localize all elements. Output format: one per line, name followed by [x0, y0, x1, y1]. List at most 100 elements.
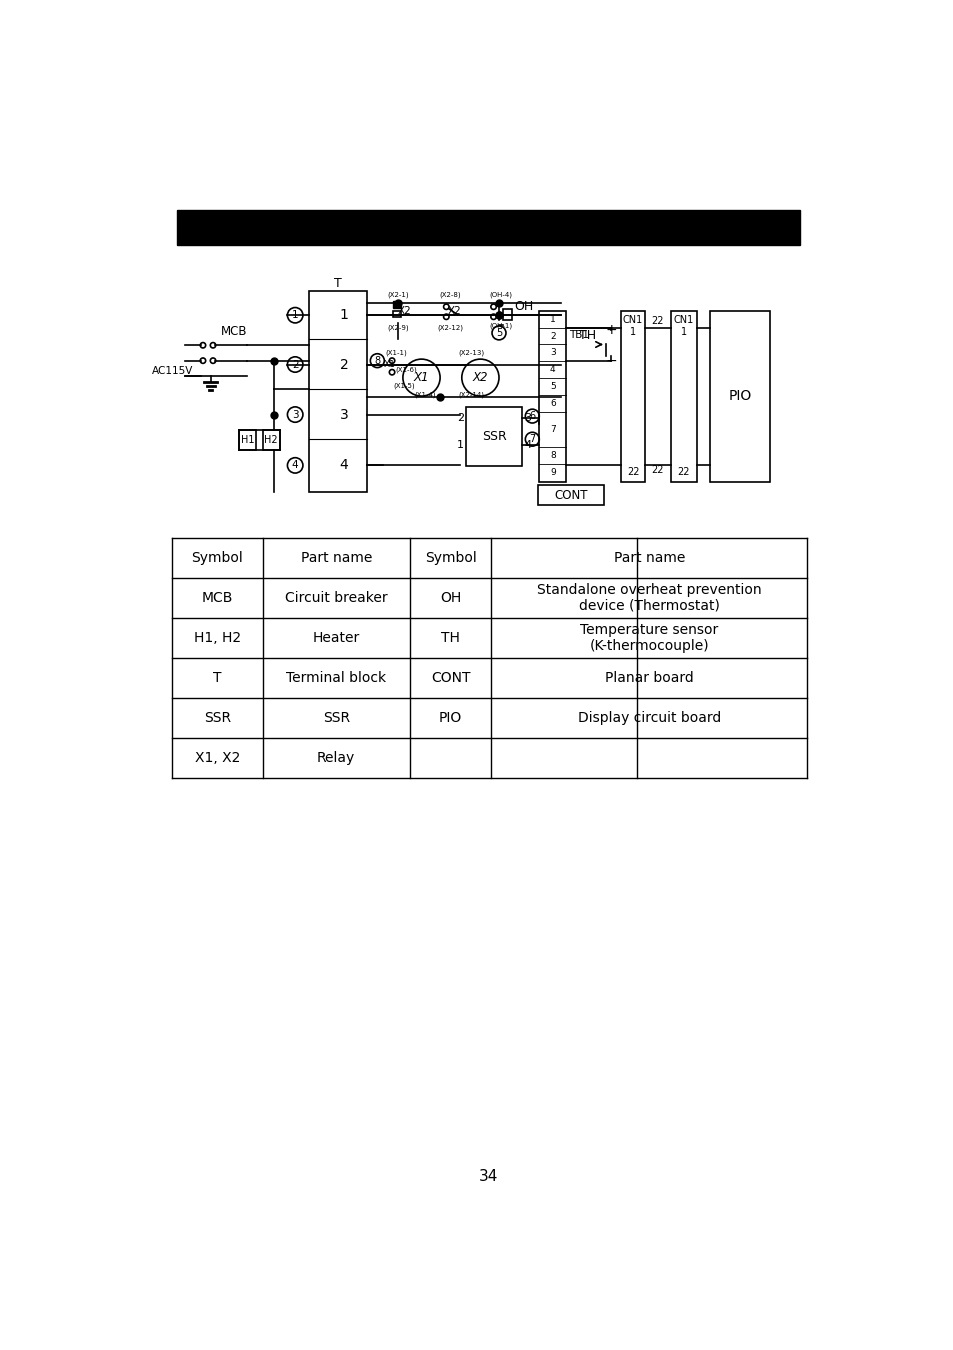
- Text: X1, X2: X1, X2: [194, 751, 240, 765]
- Text: 1: 1: [550, 315, 556, 324]
- Text: 7: 7: [529, 435, 535, 444]
- Text: X2: X2: [448, 305, 461, 316]
- Bar: [620, 310, 644, 482]
- Text: H1: H1: [241, 435, 254, 446]
- Text: 4: 4: [339, 459, 348, 472]
- Text: SSR: SSR: [322, 711, 350, 725]
- Text: 2: 2: [292, 359, 298, 370]
- Text: Standalone overheat prevention: Standalone overheat prevention: [537, 583, 760, 597]
- Text: 1: 1: [629, 327, 636, 338]
- Text: (X2-9): (X2-9): [387, 324, 409, 331]
- Text: 3: 3: [524, 413, 531, 424]
- Text: CN1: CN1: [622, 315, 642, 325]
- Text: 8: 8: [550, 451, 556, 460]
- Bar: [393, 310, 400, 317]
- Text: Planar board: Planar board: [604, 671, 693, 684]
- Text: 2: 2: [550, 332, 555, 340]
- Text: OH: OH: [514, 300, 533, 313]
- Text: 1: 1: [680, 327, 686, 338]
- Text: 1: 1: [292, 310, 298, 320]
- Bar: [709, 310, 769, 482]
- Text: 22: 22: [677, 467, 689, 478]
- Text: MCB: MCB: [201, 591, 233, 605]
- Text: Terminal block: Terminal block: [286, 671, 386, 684]
- Text: 3: 3: [550, 348, 556, 358]
- Text: Part name: Part name: [300, 551, 372, 564]
- Text: 34: 34: [478, 1169, 498, 1184]
- Text: (K-thermocouple): (K-thermocouple): [589, 639, 708, 652]
- Bar: [309, 292, 367, 491]
- Text: CONT: CONT: [431, 671, 470, 684]
- Text: 5: 5: [550, 382, 556, 391]
- Text: (X2-8): (X2-8): [439, 292, 460, 298]
- Text: device (Thermostat): device (Thermostat): [578, 598, 719, 613]
- Text: SSR: SSR: [481, 431, 506, 443]
- Text: (X2-14): (X2-14): [458, 392, 484, 398]
- Text: (OH-1): (OH-1): [489, 323, 513, 329]
- Bar: [502, 309, 512, 320]
- Text: (X2-1): (X2-1): [387, 292, 409, 298]
- Text: Heater: Heater: [313, 630, 359, 645]
- Text: X2: X2: [397, 305, 411, 316]
- Text: Temperature sensor: Temperature sensor: [579, 624, 718, 637]
- Text: +: +: [605, 323, 617, 338]
- Bar: [537, 486, 603, 505]
- Text: −: −: [605, 354, 617, 367]
- Bar: [393, 301, 400, 308]
- Bar: [670, 310, 696, 482]
- Text: 7: 7: [550, 425, 556, 435]
- Text: 5: 5: [496, 328, 501, 338]
- Text: PIO: PIO: [728, 389, 751, 404]
- Text: TH: TH: [440, 630, 459, 645]
- Text: Display circuit board: Display circuit board: [578, 711, 720, 725]
- Text: X2: X2: [472, 371, 488, 385]
- Text: Symbol: Symbol: [192, 551, 243, 564]
- Text: 9: 9: [550, 468, 556, 477]
- Text: 6: 6: [529, 412, 535, 421]
- Text: 1: 1: [339, 308, 348, 323]
- Text: (X1-1): (X1-1): [385, 350, 407, 356]
- Text: 4: 4: [524, 440, 531, 451]
- Text: 3: 3: [292, 409, 298, 420]
- Text: 8: 8: [374, 355, 380, 366]
- Text: 6: 6: [550, 400, 556, 408]
- Text: TB1: TB1: [568, 331, 588, 340]
- Bar: [262, 429, 279, 450]
- Text: (X2-12): (X2-12): [436, 324, 463, 331]
- Text: SSR: SSR: [204, 711, 231, 725]
- Text: T: T: [213, 671, 221, 684]
- Text: Part name: Part name: [613, 551, 684, 564]
- Text: 22: 22: [626, 467, 639, 478]
- Text: H1, H2: H1, H2: [193, 630, 240, 645]
- Text: (X1-4): (X1-4): [415, 392, 436, 398]
- Text: 2: 2: [456, 413, 464, 424]
- Text: CONT: CONT: [554, 489, 587, 502]
- Text: (X1-5): (X1-5): [394, 383, 415, 389]
- Text: T: T: [334, 277, 342, 290]
- Text: 3: 3: [339, 408, 348, 421]
- Text: X1: X1: [414, 371, 429, 385]
- Text: 22: 22: [651, 464, 663, 475]
- Text: 2: 2: [339, 358, 348, 371]
- Text: PIO: PIO: [438, 711, 461, 725]
- Text: 4: 4: [292, 460, 298, 470]
- Text: AC115V: AC115V: [152, 366, 193, 377]
- Text: OH: OH: [439, 591, 460, 605]
- Text: 22: 22: [651, 316, 663, 327]
- Text: (X2-13): (X2-13): [458, 350, 484, 356]
- Text: Relay: Relay: [316, 751, 355, 765]
- Text: X1: X1: [383, 360, 395, 369]
- Text: H2: H2: [264, 435, 277, 446]
- Text: (OH-4): (OH-4): [489, 292, 513, 298]
- Text: TH: TH: [578, 329, 596, 342]
- Bar: [239, 429, 256, 450]
- Text: CN1: CN1: [673, 315, 693, 325]
- Bar: [538, 310, 566, 482]
- Text: Circuit breaker: Circuit breaker: [285, 591, 387, 605]
- Text: Symbol: Symbol: [424, 551, 476, 564]
- Text: 1: 1: [456, 440, 464, 451]
- Bar: [177, 209, 799, 246]
- Bar: [466, 406, 521, 466]
- Text: 4: 4: [550, 366, 555, 374]
- Text: MCB: MCB: [220, 325, 247, 338]
